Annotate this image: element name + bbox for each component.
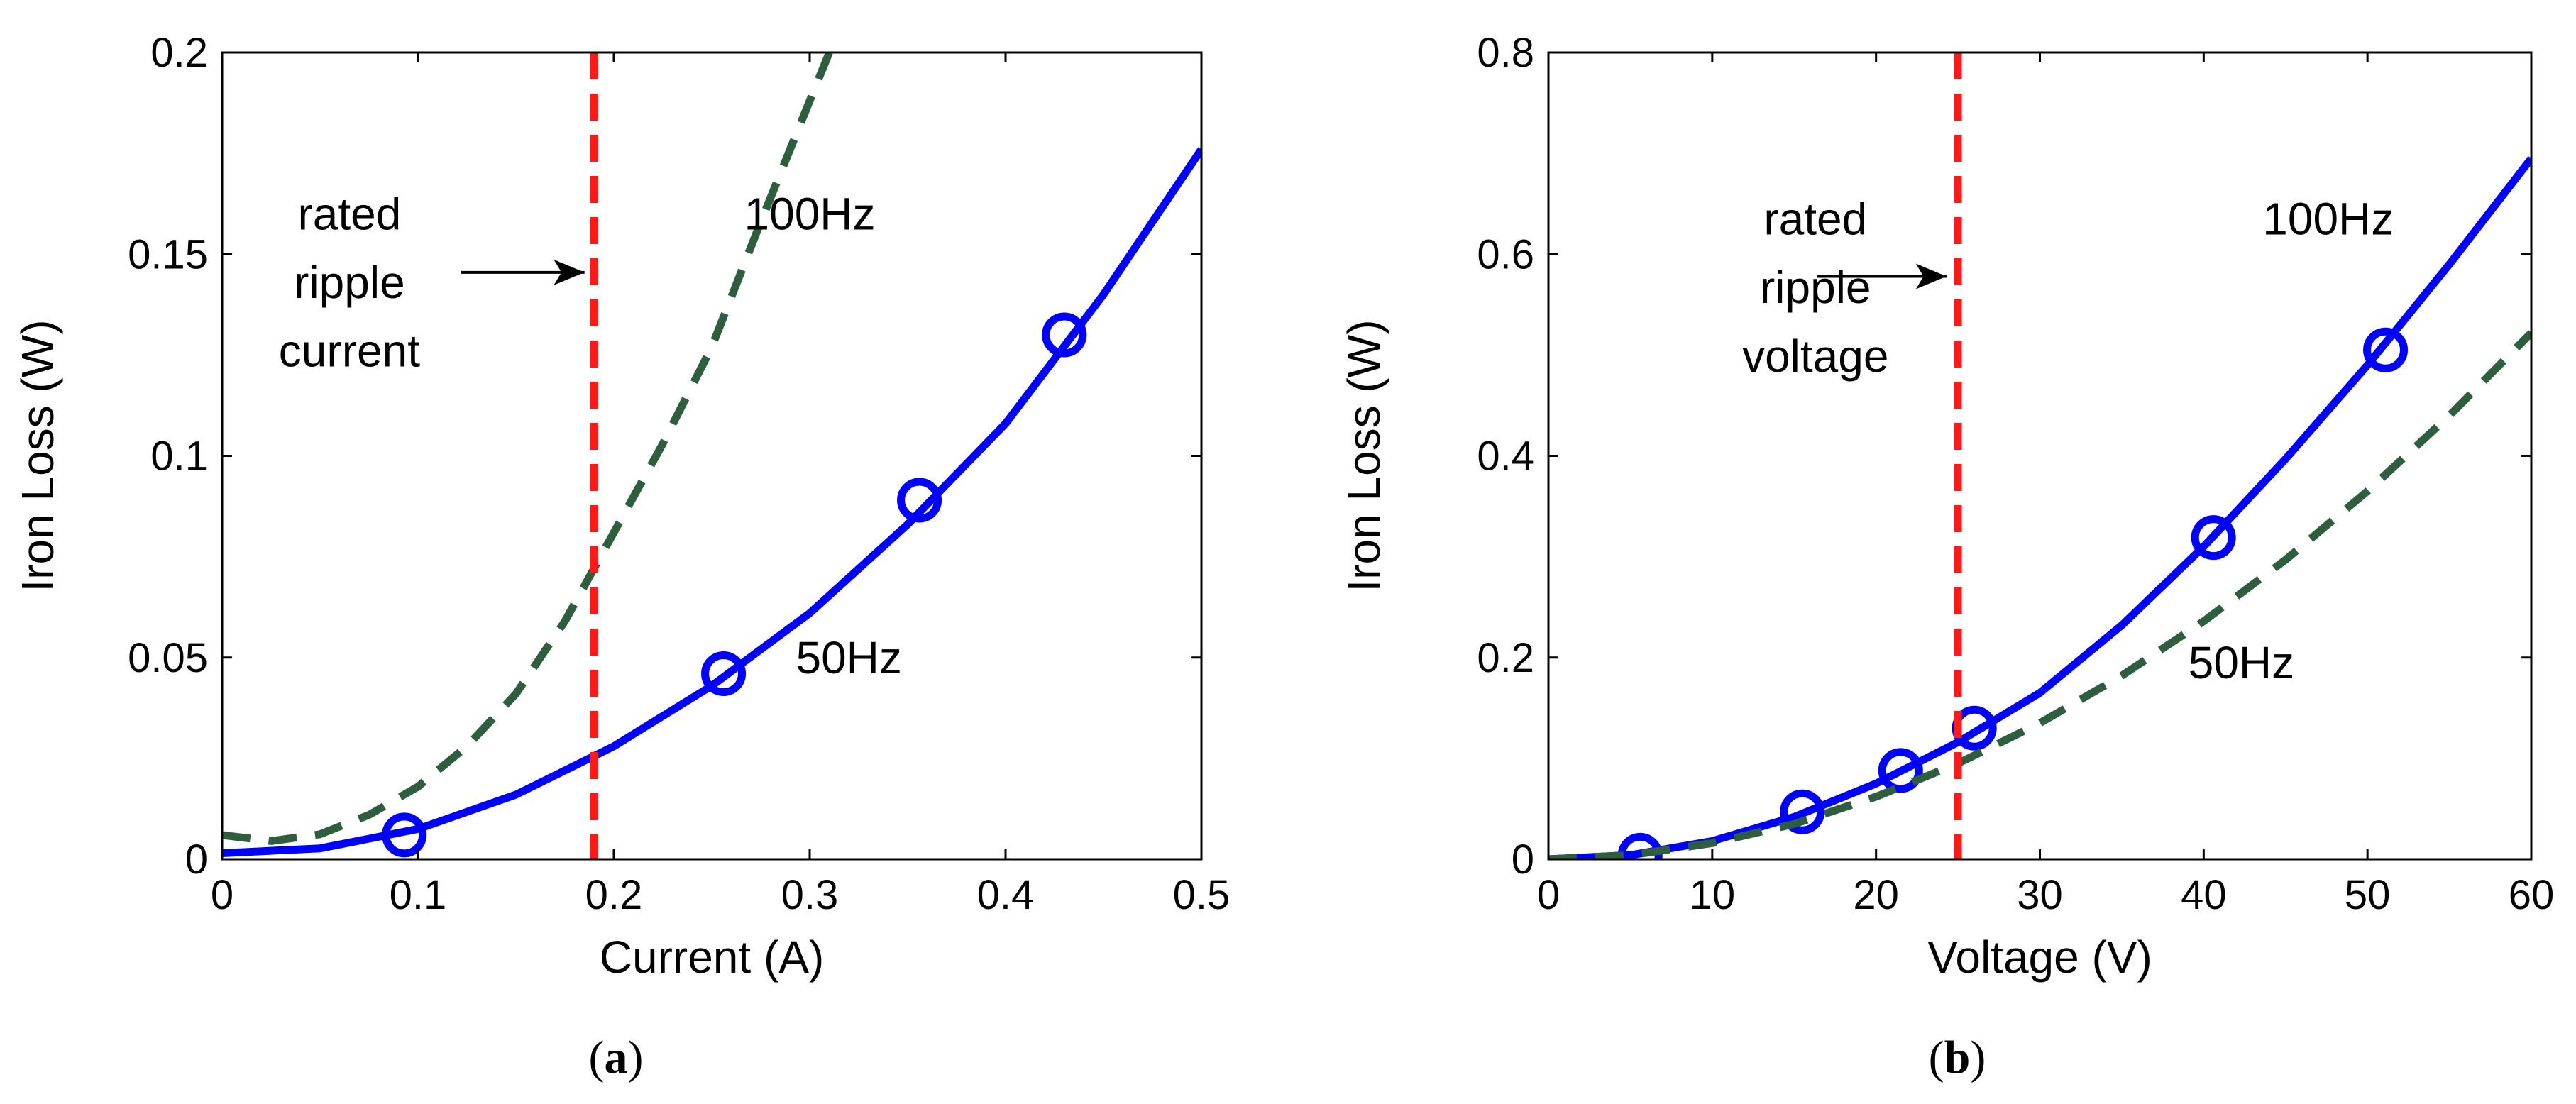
annotation-label: rated: [297, 188, 401, 239]
x-tick-label: 0.3: [781, 872, 839, 918]
y-tick-label: 0.05: [128, 635, 208, 681]
axes-frame: [221, 51, 1203, 861]
caption-open-paren: (: [589, 1032, 605, 1083]
x-tick-label: 50: [2345, 872, 2391, 918]
x-tick-label: 40: [2181, 872, 2227, 918]
caption-letter: b: [1944, 1032, 1971, 1083]
x-tick-label: 0.5: [1173, 872, 1231, 918]
axes-frame: [1547, 51, 2533, 861]
data-point-marker: [382, 812, 427, 858]
caption-close-paren: ): [628, 1032, 644, 1083]
x-tick-label: 0.2: [585, 872, 643, 918]
data-point-marker: [2363, 327, 2409, 372]
data-point-marker: [1878, 748, 1923, 793]
caption-close-paren: ): [1970, 1032, 1986, 1083]
annotation-label: voltage: [1742, 331, 1888, 382]
annotation-label: 50Hz: [2189, 637, 2294, 688]
data-point-marker: [2191, 515, 2236, 561]
chart-panel-a: 0 0.1 0.2 0.3 0.4 0.5 0 0.05 0.1 0.15 0.2 Current (…: [12, 30, 1230, 1083]
y-tick-label: 0: [1512, 837, 1534, 883]
annotation-label: 100Hz: [2262, 194, 2394, 245]
chart-panel-b: 0 10 20 30 40 50 60 0 0.2 0.4 0.6 0.8 Voltage (V) Iro…: [1338, 30, 2554, 1083]
data-point-marker: [701, 651, 747, 696]
y-tick-label: 0.1: [150, 434, 208, 480]
y-tick-label: 0.2: [1477, 635, 1534, 681]
y-tick-label: 0.4: [1477, 434, 1534, 480]
plot-area: [222, 53, 1201, 859]
x-tick-label: 60: [2509, 872, 2555, 918]
x-tick-label: 0.1: [390, 872, 447, 918]
series-line-100hz: [1548, 155, 2531, 859]
y-axis-label: Iron Loss (W): [1338, 319, 1389, 592]
y-tick-label: 0.8: [1477, 30, 1534, 76]
x-axis-label: Current (A): [600, 932, 825, 983]
x-tick-label: 0: [211, 872, 233, 918]
data-point-marker: [897, 478, 942, 523]
panel-caption: (b): [1929, 1032, 1986, 1083]
data-point-marker: [1780, 789, 1825, 834]
series-line-100hz: [222, 53, 833, 845]
annotation-label: ripple: [1760, 262, 1871, 313]
x-tick-label: 10: [1690, 872, 1736, 918]
y-axis-label: Iron Loss (W): [12, 319, 63, 592]
y-tick-label: 0.6: [1477, 231, 1534, 277]
y-tick-label: 0: [185, 837, 208, 883]
series-line-50hz: [222, 147, 1201, 857]
y-tick-label: 0.2: [150, 30, 208, 76]
annotation-label: current: [279, 326, 420, 377]
caption-open-paren: (: [1929, 1032, 1944, 1083]
y-tick-label: 0.15: [128, 231, 208, 277]
x-tick-label: 30: [2017, 872, 2063, 918]
annotation-label: 50Hz: [796, 632, 901, 683]
x-axis-label: Voltage (V): [1927, 932, 2152, 983]
plot-area: [1548, 53, 2531, 859]
series-line-50hz: [1548, 330, 2531, 859]
panel-caption: (a): [589, 1032, 644, 1083]
data-point-marker: [1042, 312, 1087, 358]
annotation-label: ripple: [294, 257, 405, 308]
x-tick-label: 0.4: [977, 872, 1035, 918]
x-tick-label: 0: [1537, 872, 1560, 918]
annotation-label: rated: [1763, 194, 1867, 245]
annotation-label: 100Hz: [744, 188, 876, 239]
x-tick-label: 20: [1853, 872, 1899, 918]
caption-letter: a: [605, 1032, 628, 1083]
